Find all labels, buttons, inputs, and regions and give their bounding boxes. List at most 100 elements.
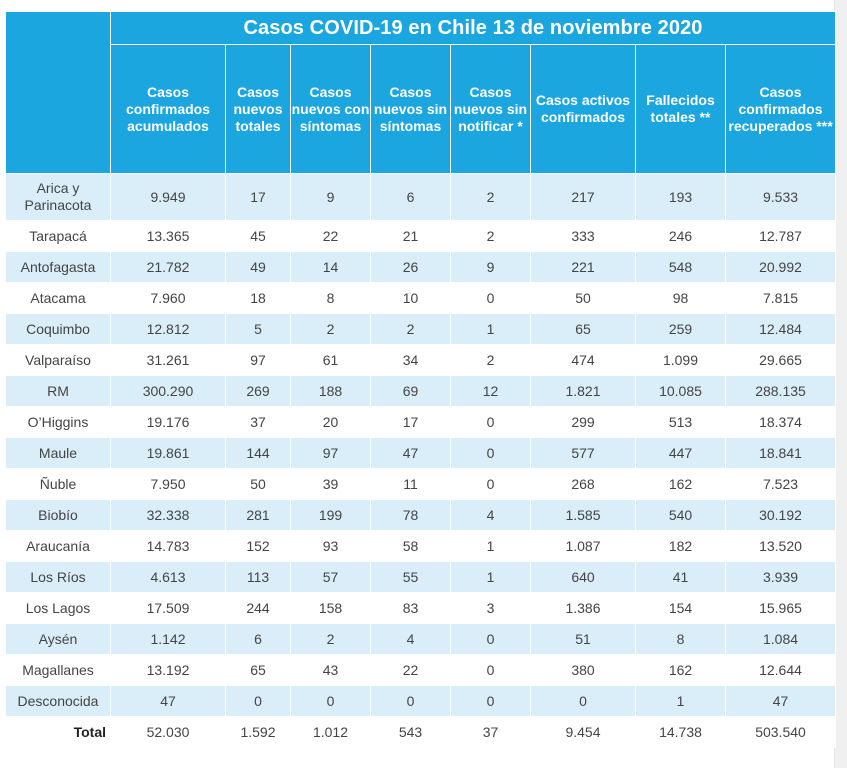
value-cell: 513 (635, 406, 726, 438)
value-cell: 5 (225, 313, 291, 345)
value-cell: 58 (370, 530, 451, 562)
value-cell: 50 (530, 282, 636, 314)
value-cell: 11 (370, 468, 451, 500)
value-cell: 51 (530, 623, 636, 655)
region-name-cell: Los Lagos (5, 592, 111, 624)
value-cell: 0 (290, 685, 371, 717)
value-cell: 18 (225, 282, 291, 314)
value-cell: 4 (450, 499, 531, 531)
total-value-cell: 1.592 (225, 716, 291, 748)
region-name-cell: O’Higgins (5, 406, 111, 438)
value-cell: 0 (450, 406, 531, 438)
region-name-cell: Aysén (5, 623, 111, 655)
value-cell: 13.192 (110, 654, 226, 686)
value-cell: 8 (290, 282, 371, 314)
value-cell: 7.950 (110, 468, 226, 500)
value-cell: 10.085 (635, 375, 726, 407)
value-cell: 1.821 (530, 375, 636, 407)
table-row: Ñuble 7.950 50 39 11 0 268 162 7.523 (5, 468, 837, 500)
value-cell: 474 (530, 344, 636, 376)
value-cell: 154 (635, 592, 726, 624)
region-name-cell: Desconocida (5, 685, 111, 717)
value-cell: 14 (290, 251, 371, 283)
region-name-cell: Antofagasta (5, 251, 111, 283)
value-cell: 2 (450, 173, 531, 221)
table-row: O’Higgins 19.176 37 20 17 0 299 513 18.374 (5, 406, 837, 438)
value-cell: 162 (635, 654, 726, 686)
table-title: Casos COVID-19 en Chile 13 de noviembre … (109, 11, 837, 45)
covid-cases-table: Casos COVID-19 en Chile 13 de noviembre … (5, 11, 837, 748)
value-cell: 32.338 (110, 499, 226, 531)
value-cell: 0 (450, 437, 531, 469)
region-name-cell: Coquimbo (5, 313, 111, 345)
column-header: Casos nuevos totales (225, 44, 291, 174)
value-cell: 9.533 (724, 173, 837, 221)
value-cell: 162 (635, 468, 726, 500)
value-cell: 19.861 (110, 437, 226, 469)
value-cell: 0 (530, 685, 636, 717)
value-cell: 65 (225, 654, 291, 686)
value-cell: 113 (225, 561, 291, 593)
value-cell: 10 (370, 282, 451, 314)
total-value-cell: 52.030 (110, 716, 226, 748)
value-cell: 26 (370, 251, 451, 283)
value-cell: 13.365 (110, 220, 226, 252)
region-name-cell: Ñuble (5, 468, 111, 500)
region-name-cell: Arica y Parinacota (5, 173, 111, 221)
table-row: Biobío 32.338 281 199 78 4 1.585 540 30.192 (5, 499, 837, 531)
value-cell: 7.960 (110, 282, 226, 314)
total-value-cell: 37 (450, 716, 531, 748)
value-cell: 47 (370, 437, 451, 469)
value-cell: 2 (450, 344, 531, 376)
value-cell: 221 (530, 251, 636, 283)
value-cell: 22 (370, 654, 451, 686)
covid-table-container: Casos COVID-19 en Chile 13 de noviembre … (5, 11, 837, 748)
value-cell: 34 (370, 344, 451, 376)
value-cell: 20.992 (724, 251, 837, 283)
value-cell: 43 (290, 654, 371, 686)
total-value-cell: 1.012 (290, 716, 371, 748)
value-cell: 47 (724, 685, 837, 717)
value-cell: 8 (635, 623, 726, 655)
value-cell: 2 (290, 623, 371, 655)
value-cell: 577 (530, 437, 636, 469)
table-row: Magallanes 13.192 65 43 22 0 380 162 12.644 (5, 654, 837, 686)
value-cell: 41 (635, 561, 726, 593)
value-cell: 18.841 (724, 437, 837, 469)
value-cell: 1.585 (530, 499, 636, 531)
value-cell: 447 (635, 437, 726, 469)
value-cell: 83 (370, 592, 451, 624)
column-header: Casos nuevos con síntomas (290, 44, 371, 174)
value-cell: 246 (635, 220, 726, 252)
value-cell: 0 (450, 623, 531, 655)
value-cell: 199 (290, 499, 371, 531)
value-cell: 93 (290, 530, 371, 562)
total-value-cell: 503.540 (724, 716, 837, 748)
value-cell: 300.290 (110, 375, 226, 407)
value-cell: 288.135 (724, 375, 837, 407)
value-cell: 1 (450, 561, 531, 593)
value-cell: 182 (635, 530, 726, 562)
value-cell: 98 (635, 282, 726, 314)
value-cell: 7.815 (724, 282, 837, 314)
value-cell: 22 (290, 220, 371, 252)
region-name-cell: Los Ríos (5, 561, 111, 593)
value-cell: 69 (370, 375, 451, 407)
value-cell: 0 (450, 282, 531, 314)
value-cell: 7.523 (724, 468, 837, 500)
value-cell: 17.509 (110, 592, 226, 624)
value-cell: 188 (290, 375, 371, 407)
value-cell: 17 (370, 406, 451, 438)
table-row: Coquimbo 12.812 5 2 2 1 65 259 12.484 (5, 313, 837, 345)
value-cell: 640 (530, 561, 636, 593)
value-cell: 1.142 (110, 623, 226, 655)
region-name-cell: Biobío (5, 499, 111, 531)
value-cell: 21.782 (110, 251, 226, 283)
value-cell: 193 (635, 173, 726, 221)
value-cell: 20 (290, 406, 371, 438)
value-cell: 1.386 (530, 592, 636, 624)
total-row: Total 52.030 1.592 1.012 543 37 9.454 14.738 503… (5, 716, 837, 748)
region-name-cell: Valparaíso (5, 344, 111, 376)
value-cell: 259 (635, 313, 726, 345)
value-cell: 0 (450, 654, 531, 686)
